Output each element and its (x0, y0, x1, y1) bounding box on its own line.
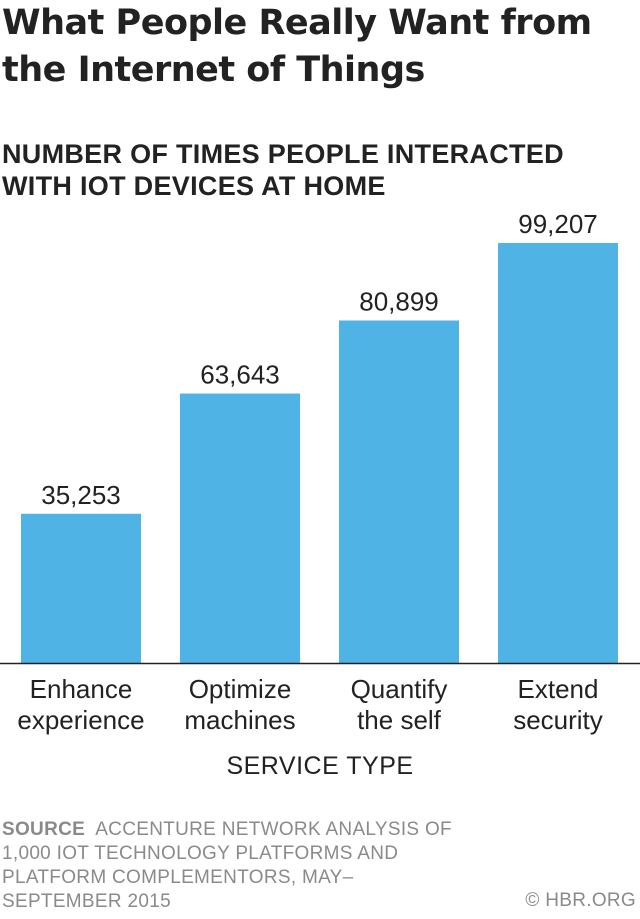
category-label-2-line-0: Quantify (351, 674, 448, 704)
data-label-1: 63,643 (200, 360, 280, 390)
data-label-3: 99,207 (518, 209, 598, 239)
chart-title: What People Really Want from the Interne… (2, 3, 592, 90)
chart-subtitle: NUMBER OF TIMES PEOPLE INTERACTED WITH I… (2, 139, 564, 201)
category-label-0-line-0: Enhance (30, 674, 133, 704)
data-label-0: 35,253 (41, 480, 121, 510)
bar-1 (180, 393, 300, 663)
source-note: SOURCE ACCENTURE NETWORK ANALYSIS OF 1,0… (2, 818, 472, 914)
category-label-1-line-1: machines (184, 705, 295, 735)
data-label-2: 80,899 (359, 287, 439, 317)
category-label-1-line-0: Optimize (189, 674, 292, 704)
source-label: SOURCE (2, 819, 86, 840)
bar-2 (339, 320, 459, 663)
category-label-3-line-1: security (513, 705, 603, 735)
x-axis-title: SERVICE TYPE (226, 752, 414, 780)
category-label-0-line-1: experience (17, 705, 144, 735)
category-label-2-line-1: the self (357, 705, 442, 735)
category-label-3-line-0: Extend (518, 674, 599, 704)
credit-text: © HBR.ORG (525, 890, 636, 911)
bar-0 (21, 513, 141, 663)
bar-3 (498, 243, 618, 663)
source-text: ACCENTURE NETWORK ANALYSIS OF 1,000 IOT … (2, 819, 452, 912)
